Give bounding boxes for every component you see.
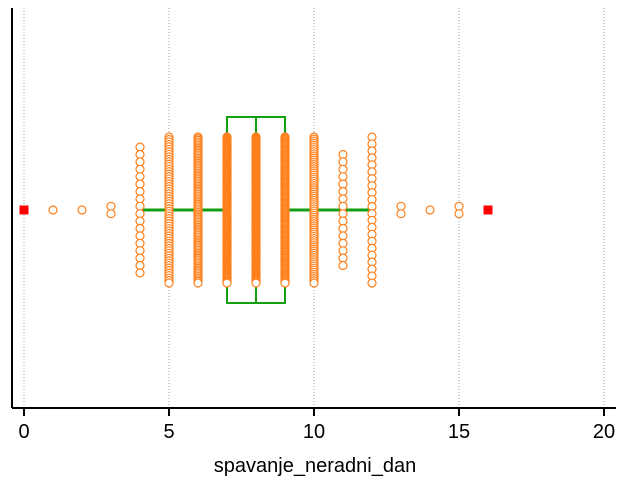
x-tick-label: 0 — [18, 421, 29, 443]
data-point — [135, 268, 145, 278]
data-point — [164, 278, 174, 288]
data-point — [135, 194, 145, 204]
data-point — [135, 231, 145, 241]
x-axis-title: spavanje_neradni_dan — [214, 455, 416, 477]
x-tick-label: 20 — [593, 421, 615, 443]
x-tick-label: 10 — [303, 421, 325, 443]
data-point — [222, 278, 232, 288]
data-point — [135, 157, 145, 167]
x-tick-labels: 0 5 10 15 20 — [18, 421, 615, 443]
data-point — [338, 246, 348, 256]
data-point — [251, 278, 261, 288]
outlier-marker — [483, 205, 493, 215]
data-point — [135, 209, 145, 219]
data-point — [338, 172, 348, 182]
data-point — [135, 172, 145, 182]
data-point — [338, 253, 348, 263]
axes — [11, 8, 616, 416]
data-point — [135, 246, 145, 256]
data-points — [19, 132, 493, 288]
data-point — [193, 278, 203, 288]
outlier-marker — [19, 205, 29, 215]
data-point — [338, 157, 348, 167]
data-point — [367, 278, 377, 288]
data-point — [106, 209, 116, 219]
data-point — [77, 205, 87, 215]
grid-lines — [23, 8, 605, 408]
data-point — [454, 209, 464, 219]
data-point — [48, 205, 58, 215]
data-point — [338, 260, 348, 271]
data-point — [135, 260, 145, 271]
data-point — [396, 209, 406, 219]
data-point — [338, 231, 348, 241]
data-point — [338, 194, 348, 204]
data-point — [309, 278, 319, 288]
x-tick-label: 15 — [448, 421, 470, 443]
data-point — [425, 205, 435, 215]
data-point — [280, 278, 290, 288]
data-point — [135, 253, 145, 263]
x-tick-label: 5 — [163, 421, 174, 443]
data-point — [338, 209, 348, 219]
